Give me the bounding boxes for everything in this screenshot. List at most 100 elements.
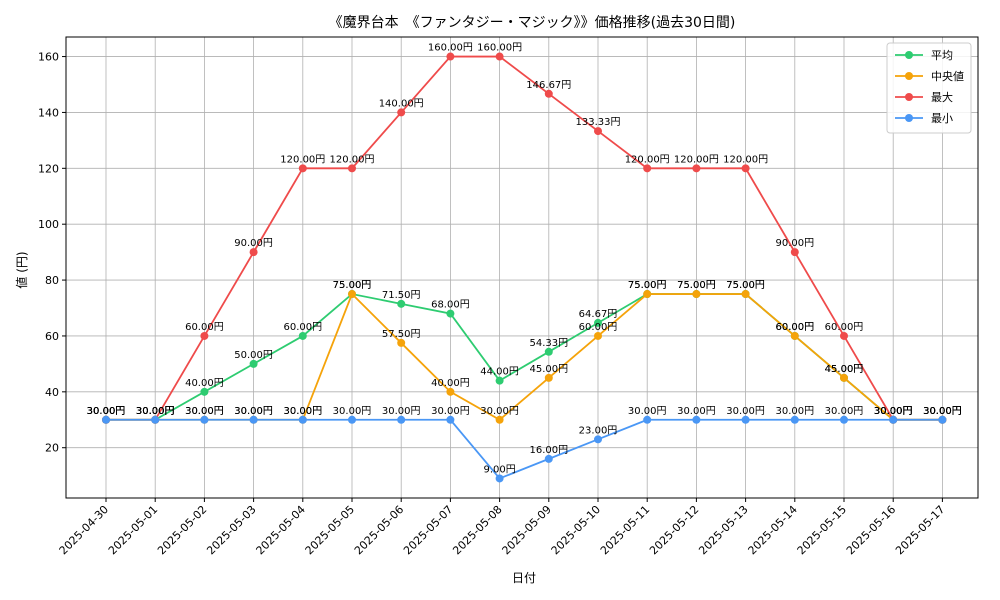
data-label: 40.00円: [185, 378, 224, 389]
data-point: [495, 474, 504, 483]
data-label: 30.00円: [726, 406, 765, 417]
legend-item: 最小: [895, 112, 953, 125]
x-axis-ticks: 2025-04-302025-05-012025-05-022025-05-03…: [57, 498, 948, 557]
data-point: [594, 331, 602, 340]
data-label: 40.00円: [431, 378, 470, 389]
data-point: [741, 415, 750, 424]
data-label: 30.00円: [480, 406, 519, 417]
data-label: 30.00円: [87, 406, 126, 417]
data-point: [348, 164, 356, 173]
data-point: [397, 299, 406, 308]
plot-area: [65, 36, 979, 499]
data-label: 120.00円: [280, 154, 325, 165]
data-point: [397, 108, 406, 117]
data-label: 45.00円: [529, 364, 568, 375]
data-label: 30.00円: [874, 406, 913, 417]
data-label: 30.00円: [283, 406, 322, 417]
y-tick-label: 80: [45, 274, 59, 287]
data-label: 146.67円: [526, 80, 571, 91]
y-tick-label: 100: [38, 218, 59, 231]
data-label: 57.50円: [382, 329, 421, 340]
data-point: [397, 338, 406, 347]
data-label: 120.00円: [723, 154, 768, 165]
data-label: 90.00円: [775, 238, 814, 249]
data-label: 30.00円: [185, 406, 224, 417]
x-axis-label: 日付: [512, 571, 536, 585]
data-point: [889, 415, 898, 424]
data-point: [643, 164, 652, 173]
x-tick-label: 2025-05-03: [204, 503, 258, 557]
legend-label: 最大: [931, 90, 953, 104]
data-point: [495, 52, 504, 61]
x-tick-label: 2025-05-09: [500, 503, 554, 557]
data-point: [840, 415, 848, 424]
data-label: 30.00円: [431, 406, 470, 417]
data-label: 30.00円: [87, 406, 126, 417]
data-label: 90.00円: [234, 238, 273, 249]
data-point: [200, 415, 209, 424]
data-label: 160.00円: [428, 43, 473, 54]
x-tick-label: 2025-05-13: [696, 503, 750, 557]
data-label: 60.00円: [775, 322, 814, 333]
data-point: [594, 127, 602, 136]
data-point: [741, 290, 750, 299]
data-label: 60.00円: [775, 322, 814, 333]
series-1: [102, 290, 947, 424]
data-point: [249, 248, 258, 257]
data-label: 120.00円: [674, 154, 719, 165]
x-tick-label: 2025-05-12: [647, 503, 701, 557]
data-label: 30.00円: [333, 406, 372, 417]
data-label: 30.00円: [234, 406, 273, 417]
data-point: [298, 415, 307, 424]
x-tick-label: 2025-05-02: [155, 503, 209, 557]
y-tick-label: 120: [38, 162, 59, 175]
data-label: 30.00円: [628, 406, 667, 417]
data-point: [544, 454, 553, 463]
series-2: [102, 52, 947, 424]
data-label: 60.00円: [185, 322, 224, 333]
data-label: 45.00円: [825, 364, 864, 375]
data-point: [249, 415, 258, 424]
data-point: [692, 415, 701, 424]
data-point: [298, 331, 307, 340]
data-label: 30.00円: [923, 406, 962, 417]
data-label: 75.00円: [333, 280, 372, 291]
grid-lines: [66, 37, 978, 498]
legend-item: 平均: [895, 49, 953, 62]
y-tick-label: 60: [45, 330, 59, 343]
data-label: 23.00円: [579, 425, 618, 436]
data-point: [692, 290, 701, 299]
y-tick-label: 20: [45, 442, 59, 455]
x-tick-label: 2025-05-17: [893, 503, 947, 557]
data-point: [298, 164, 307, 173]
series-line: [106, 293, 943, 421]
y-axis-label: 値 (円): [14, 251, 29, 288]
data-label: 30.00円: [136, 406, 175, 417]
data-label: 30.00円: [825, 406, 864, 417]
data-label: 30.00円: [283, 406, 322, 417]
data-point: [643, 415, 652, 424]
legend-label: 平均: [931, 49, 953, 62]
data-label: 30.00円: [874, 406, 913, 417]
data-point: [200, 331, 209, 340]
data-label: 30.00円: [874, 406, 913, 417]
series-line: [106, 292, 943, 421]
data-label: 75.00円: [628, 280, 667, 291]
x-tick-label: 2025-05-10: [549, 503, 603, 557]
y-axis-ticks: 20 40 60 80 100 120 140 160: [38, 51, 66, 455]
data-label: 30.00円: [136, 406, 175, 417]
data-point: [102, 415, 110, 424]
series-line: [106, 418, 943, 480]
x-tick-label: 2025-05-14: [746, 503, 800, 557]
data-point: [151, 415, 160, 424]
x-tick-label: 2025-05-04: [254, 503, 308, 557]
data-label: 75.00円: [628, 280, 667, 291]
data-label: 30.00円: [775, 406, 814, 417]
data-label: 30.00円: [382, 406, 421, 417]
data-label: 50.00円: [234, 350, 273, 361]
data-label: 30.00円: [923, 406, 962, 417]
data-label: 30.00円: [677, 406, 716, 417]
data-label: 160.00円: [477, 43, 522, 54]
